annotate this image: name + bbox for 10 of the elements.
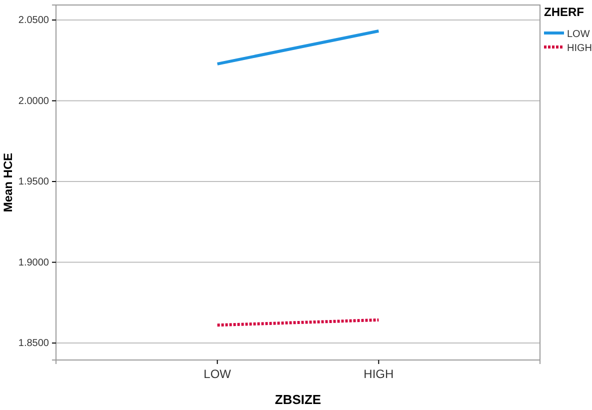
y-tick-label: 2.0500	[18, 15, 50, 26]
y-axis-title: Mean HCE	[1, 152, 15, 212]
y-tick-label: 1.9500	[18, 176, 50, 188]
legend-title: ZHERF	[544, 5, 584, 19]
y-tick-label: 1.8500	[18, 338, 50, 350]
legend-label: HIGH	[567, 43, 592, 54]
legend-label: LOW	[567, 29, 590, 40]
y-tick-label: 2.0000	[18, 96, 50, 107]
x-axis-title: ZBSIZE	[274, 392, 322, 407]
y-tick-label: 1.9000	[18, 257, 50, 268]
